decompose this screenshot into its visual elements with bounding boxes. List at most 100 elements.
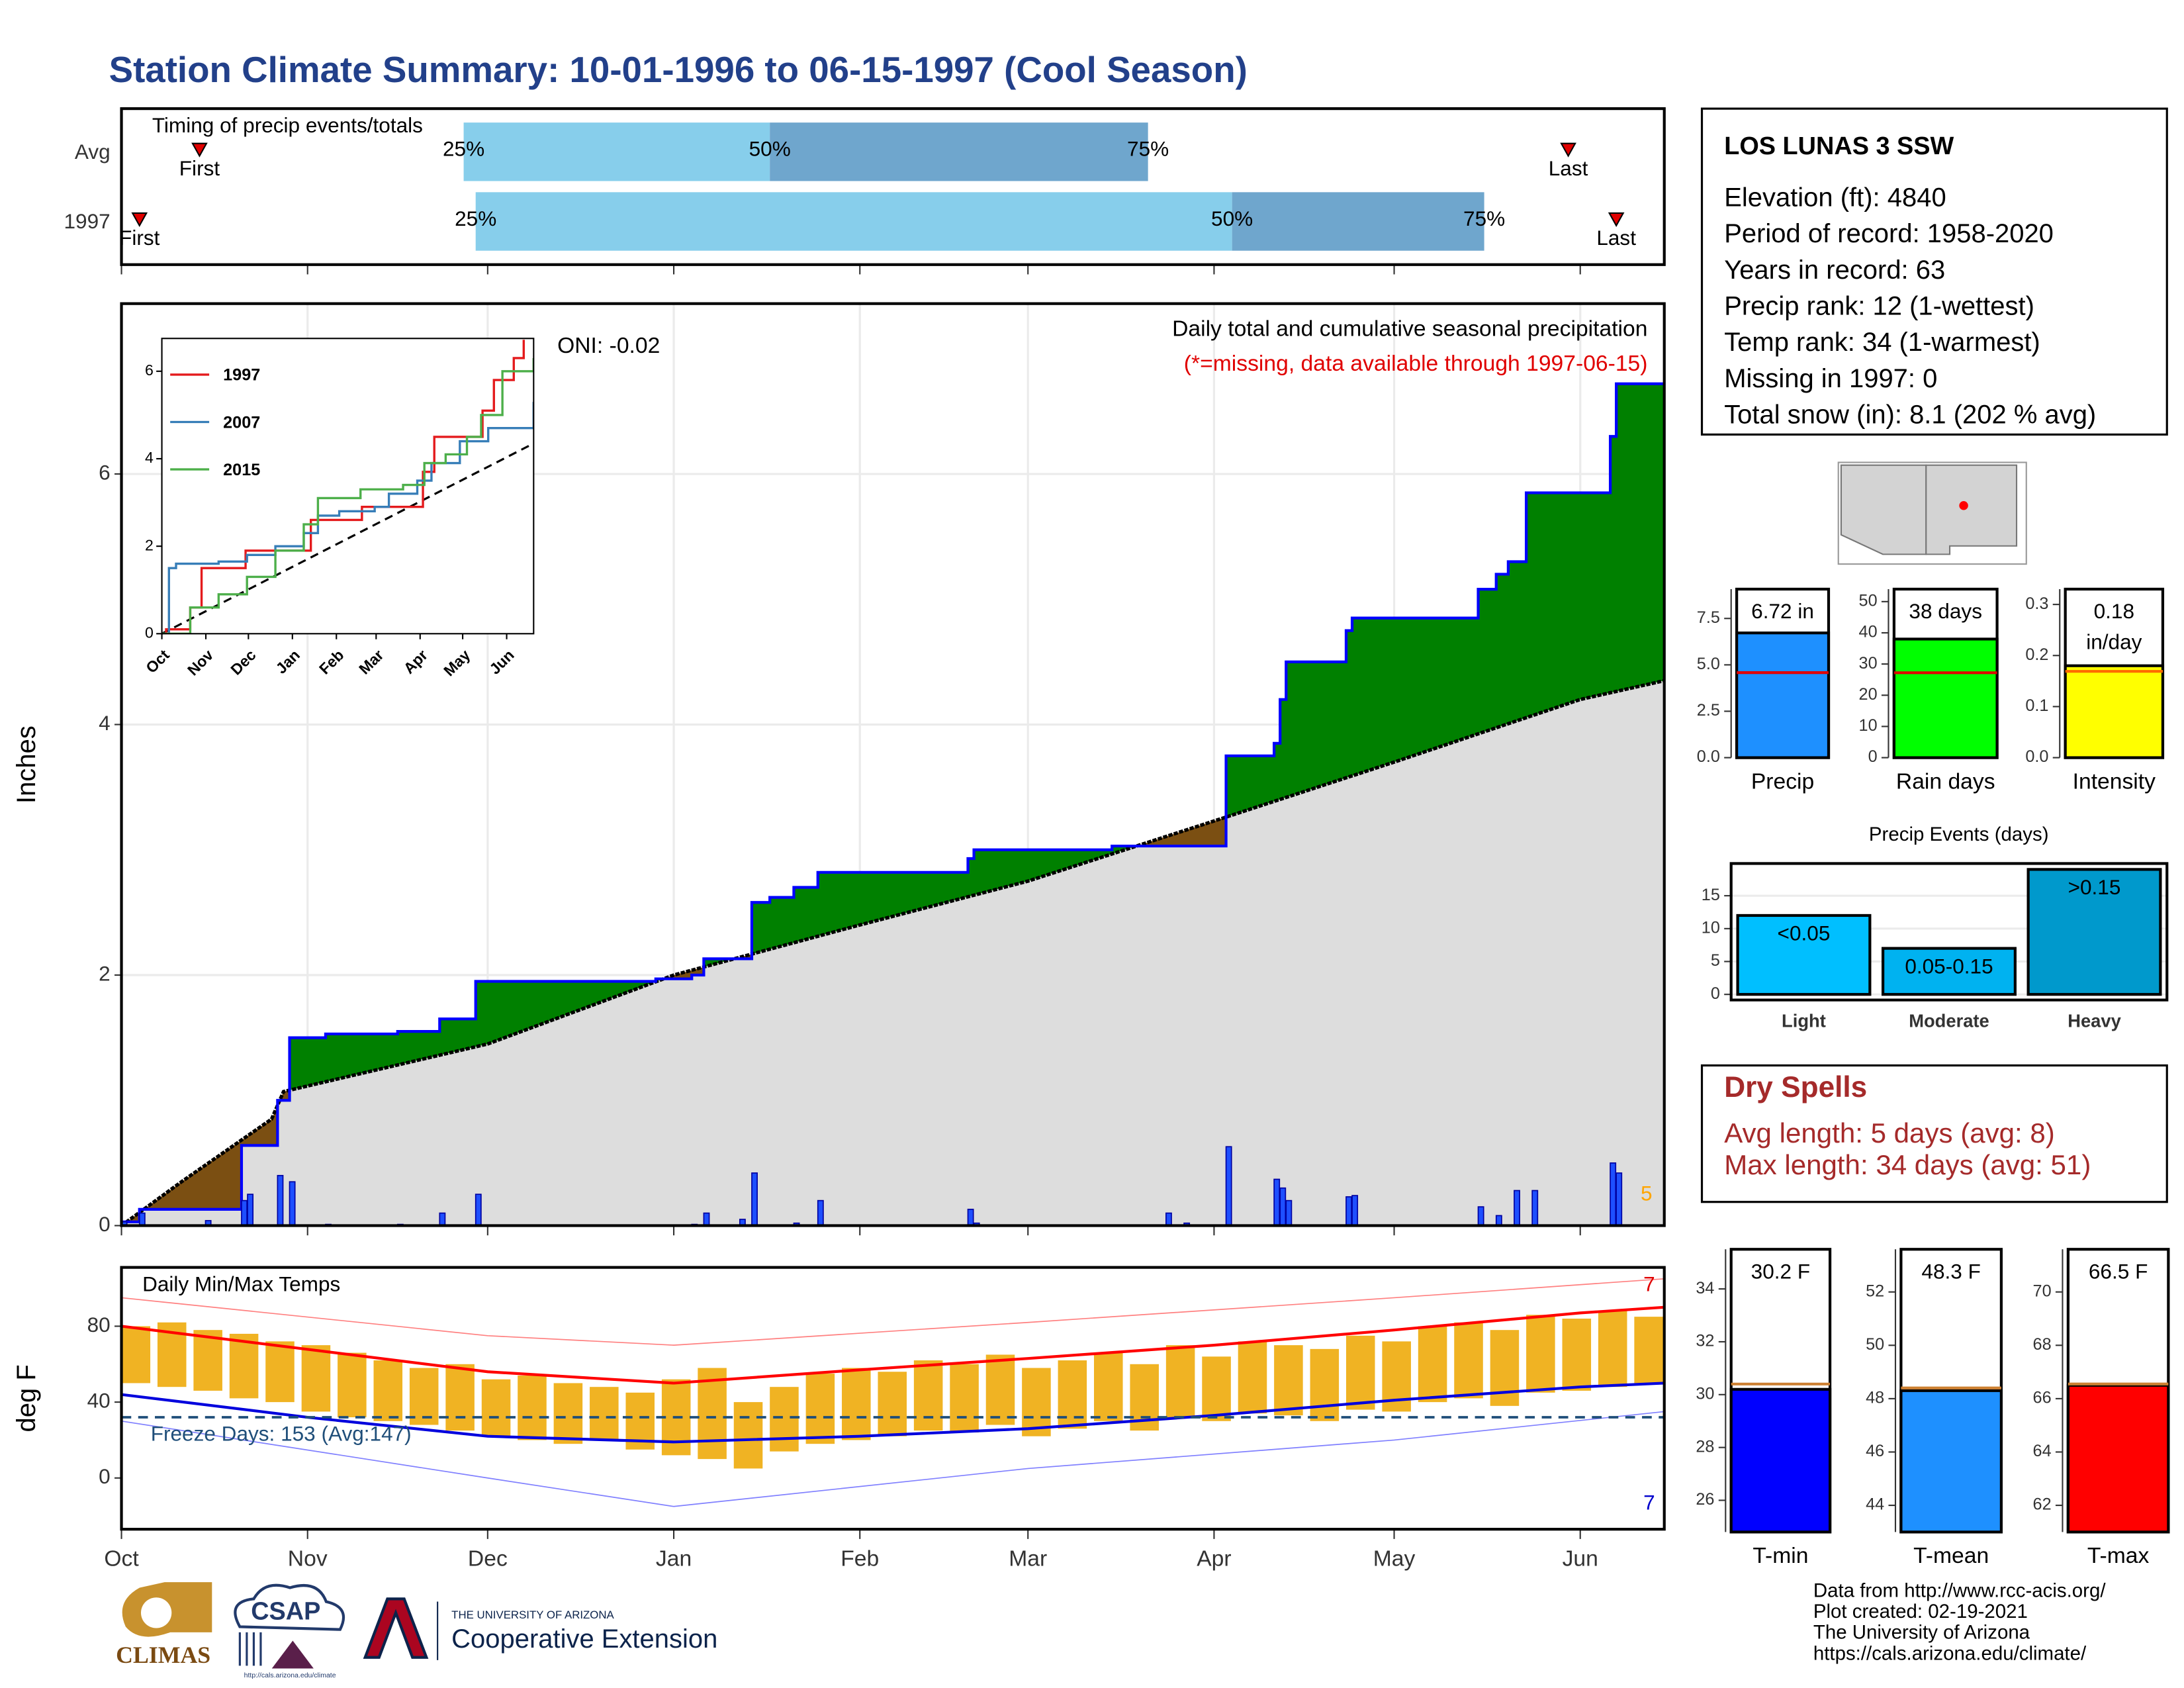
y-tick-label: 0 (1711, 984, 1720, 1003)
temp-bar (985, 1354, 1015, 1425)
y-tick-label: 50 (1866, 1335, 1884, 1354)
temp-bar (913, 1360, 943, 1431)
plot-frame (120, 302, 1666, 1227)
y-tick-label: 2 (99, 961, 111, 985)
y-tick-label: 30 (1696, 1384, 1714, 1403)
annotation: ONI: -0.02 (557, 334, 660, 358)
count-high: 7 (1643, 1272, 1655, 1295)
value-label-box: 66.5 F (2089, 1260, 2148, 1284)
chart-title: Daily total and cumulative seasonal prec… (1172, 317, 1647, 342)
daily-bar (277, 1174, 284, 1227)
x-tick-label: Apr (1197, 1546, 1231, 1571)
category-label: T-min (1752, 1544, 1808, 1568)
y-tick-label: 40 (1859, 623, 1878, 641)
category-label: Intensity (2073, 769, 2156, 794)
temp-bar (338, 1352, 367, 1418)
footer-line: The University of Arizona (1813, 1622, 2030, 1644)
y-tick-label: 62 (2033, 1495, 2052, 1514)
y-tick-label: 10 (1859, 716, 1878, 735)
daily-bar (751, 1172, 758, 1227)
footer-line: Data from http://www.rcc-acis.org/ (1813, 1580, 2106, 1602)
csap-url: http://cals.arizona.edu/climate (244, 1671, 336, 1679)
footer-line: https://cals.arizona.edu/climate/ (1813, 1642, 2087, 1664)
value-label: 48.3 F (1921, 1260, 1981, 1284)
daily-bar (703, 1212, 710, 1227)
y-tick-label: 64 (2033, 1442, 2052, 1460)
temp-bar (553, 1383, 583, 1444)
chart-title: Precip Events (days) (1869, 823, 2049, 845)
bar-label: 0.05-0.15 (1905, 954, 1993, 978)
csap-logo-text: CSAP (251, 1597, 320, 1625)
bar (1736, 914, 1872, 996)
marker-label: Last (1549, 156, 1588, 180)
y-tick-label: 6 (99, 460, 111, 484)
quartile-label: 50% (749, 137, 791, 161)
temp-bar (698, 1368, 727, 1460)
row-label: 1997 (64, 209, 111, 233)
x-tick-label: Jun (1563, 1546, 1598, 1571)
daily-bar (1615, 1172, 1623, 1227)
x-tick-label: Mar (1009, 1546, 1047, 1571)
y-tick-label: 26 (1696, 1490, 1714, 1509)
temp-bar (733, 1402, 763, 1469)
timing-marker (191, 142, 208, 158)
temp-bar (1094, 1352, 1123, 1421)
temp-bar (193, 1330, 222, 1391)
x-tick-label: Oct (104, 1546, 139, 1571)
row-label: Avg (75, 140, 111, 164)
average-min-line (121, 1382, 1664, 1444)
station-line: Years in record: 63 (1724, 256, 1945, 285)
daily-bar (1351, 1195, 1359, 1227)
value-label: 38 days (1909, 600, 1982, 624)
station-line: Missing in 1997: 0 (1724, 364, 1937, 393)
station-line: Elevation (ft): 4840 (1724, 183, 1946, 212)
y-tick-label: 28 (1696, 1437, 1714, 1456)
chart-title: Daily Min/Max Temps (142, 1272, 340, 1295)
station-line: Total snow (in): 8.1 (202 % avg) (1724, 400, 2096, 430)
value-label-box: 6.72 in (1751, 600, 1814, 624)
y-tick-label: 5.0 (1697, 655, 1720, 673)
y-tick-label: 0.3 (2025, 594, 2048, 613)
station-line: Temp rank: 34 (1-warmest) (1724, 328, 2040, 357)
temp-bar (409, 1368, 439, 1425)
inset-bg (161, 338, 534, 634)
map-state (1840, 464, 1927, 555)
temp-bar (445, 1364, 475, 1431)
x-tick-label: Dec (468, 1546, 508, 1571)
plot-frame (120, 107, 1666, 266)
daily-bar (1273, 1178, 1281, 1227)
temp-bar (1418, 1326, 1447, 1403)
page-title: Station Climate Summary: 10-01-1996 to 0… (109, 49, 1248, 90)
y-tick-label: 0.0 (2025, 747, 2048, 766)
daily-bar (1285, 1199, 1293, 1227)
y-tick-label: 0 (145, 624, 154, 641)
y-tick-label: 7.5 (1697, 608, 1720, 627)
bar (2026, 868, 2162, 996)
category-label: T-max (2087, 1544, 2150, 1568)
y-tick-label: 52 (1866, 1282, 1884, 1300)
temp-bar (1022, 1368, 1051, 1436)
temp-bar (1202, 1356, 1231, 1421)
y-tick-label: 5 (1711, 951, 1720, 970)
quartile-label: 25% (443, 137, 484, 161)
series-line (161, 402, 534, 634)
temp-bar (878, 1372, 907, 1436)
dry-spells-line: Avg length: 5 days (avg: 8) (1724, 1117, 2055, 1149)
y-axis-label: Inches (12, 726, 41, 804)
y-tick-label: 10 (1702, 919, 1720, 937)
station-box (1700, 107, 2168, 436)
temp-bar (301, 1345, 331, 1412)
marker-label: Last (1596, 226, 1636, 250)
daily-bar (439, 1212, 446, 1227)
daily-bar (817, 1199, 824, 1227)
category-label: T-mean (1913, 1544, 1989, 1568)
series-line (161, 357, 534, 634)
y-tick-label: 4 (99, 711, 111, 735)
cumulative-line (121, 382, 1664, 1223)
coop-text: Cooperative Extension (451, 1624, 717, 1654)
value-label-box: 30.2 F (1751, 1260, 1810, 1284)
quartile-bar (1232, 192, 1484, 251)
dry-spells-box (1700, 1064, 2168, 1203)
ua-text: THE UNIVERSITY OF ARIZONA (451, 1609, 614, 1621)
daily-bar (1345, 1196, 1352, 1227)
